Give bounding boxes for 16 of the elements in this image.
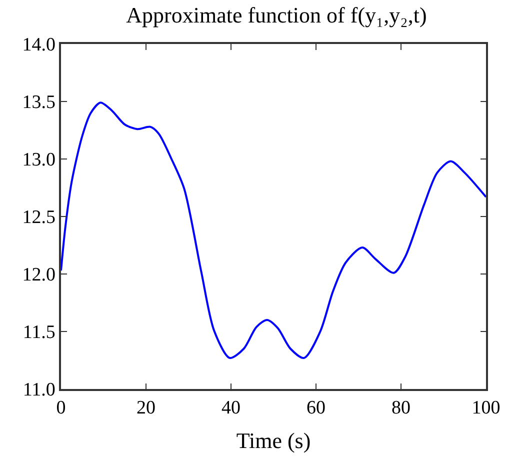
y-tick-label: 12.0 [22,264,56,286]
x-tick-label: 0 [56,398,66,419]
line-series [61,102,486,359]
x-axis-title: Time (s) [236,428,311,453]
x-tick-label: 100 [472,398,500,419]
x-tick-label: 80 [392,398,410,419]
y-tick-label: 14.0 [22,34,56,56]
y-tick-label: 13.0 [22,150,56,171]
y-tick-label: 11.0 [22,380,56,401]
y-tick-label: 11.5 [22,322,56,344]
y-tick-label: 13.5 [22,92,56,114]
x-tick-label: 20 [136,398,156,419]
x-tick-label: 60 [306,398,326,419]
y-tick-label: 12.5 [22,207,56,228]
x-tick-label: 40 [222,398,240,419]
chart-title: Approximate function of f(y₁,y₂,t) [126,2,427,28]
